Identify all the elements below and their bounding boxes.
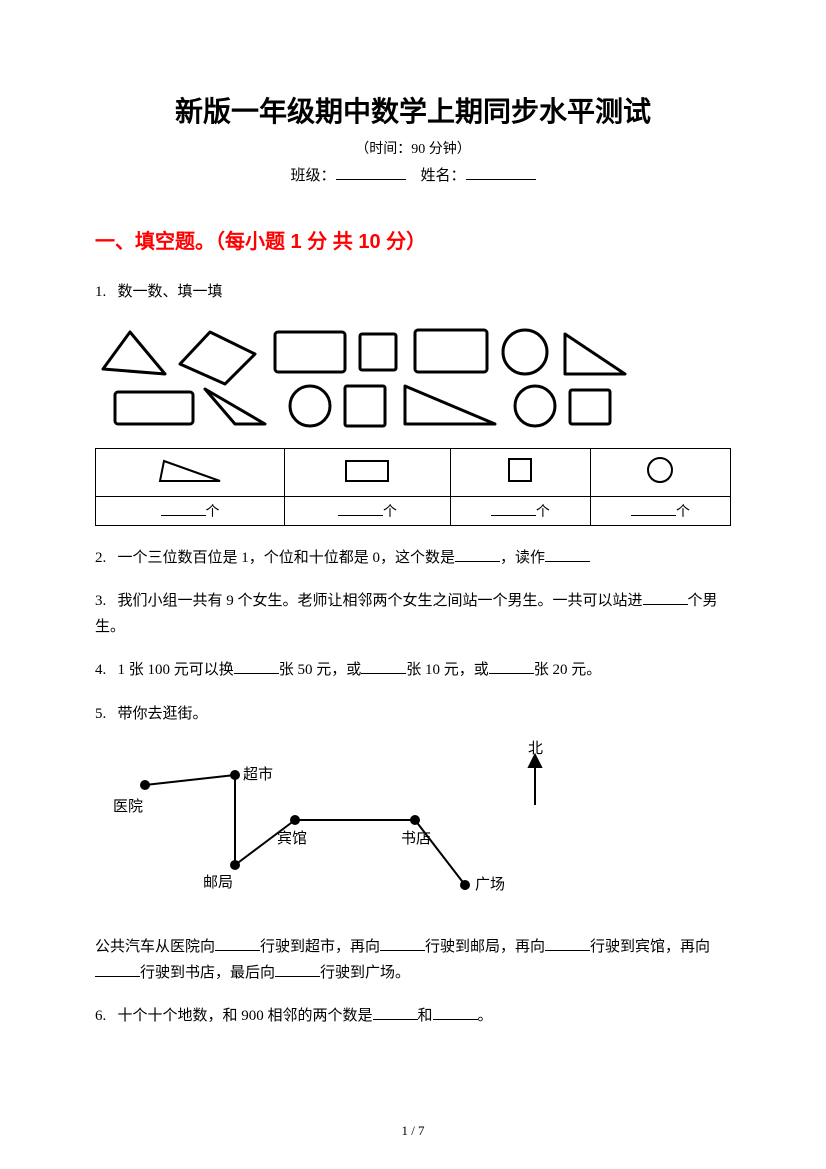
q5-text: 带你去逛街。: [118, 706, 208, 722]
question-2: 2. 一个三位数百位是 1，个位和十位都是 0，这个数是 ，读作: [95, 546, 731, 572]
q5-blank-4[interactable]: [95, 962, 140, 977]
q5-blank-1[interactable]: [215, 936, 260, 951]
count-cell-circle-icon: [590, 448, 730, 496]
q4-blank-3[interactable]: [489, 659, 534, 674]
page-title: 新版一年级期中数学上期同步水平测试: [95, 90, 731, 130]
q5-blank-2[interactable]: [380, 936, 425, 951]
map-label-bookstore: 书店: [401, 827, 431, 848]
q2-number: 2.: [95, 550, 106, 566]
section-1-heading: 一、填空题。（每小题 1 分 共 10 分）: [95, 225, 731, 254]
name-label: 姓名：: [421, 168, 466, 184]
shapes-figure: [95, 324, 731, 434]
q3-blank[interactable]: [643, 590, 688, 605]
q3-number: 3.: [95, 593, 106, 609]
name-blank[interactable]: [466, 165, 536, 180]
class-label: 班级：: [290, 168, 335, 184]
q4-blank-2[interactable]: [361, 659, 406, 674]
q6-blank-2[interactable]: [433, 1005, 478, 1020]
map-label-hotel: 宾馆: [277, 827, 307, 848]
q3-text-a: 我们小组一共有 9 个女生。老师让相邻两个女生之间站一个男生。一共可以站进: [118, 593, 643, 609]
count-table: 个 个 个 个: [95, 448, 731, 526]
q2-text-b: ，读作: [500, 550, 545, 566]
q4-text-a: 1 张 100 元可以换: [118, 662, 234, 678]
map-label-plaza: 广场: [475, 873, 505, 894]
q6-text-c: 。: [478, 1008, 493, 1024]
count-fill-circle[interactable]: 个: [590, 496, 730, 525]
q5-blank-5[interactable]: [275, 962, 320, 977]
q4-number: 4.: [95, 662, 106, 678]
count-fill-square[interactable]: 个: [450, 496, 590, 525]
count-fill-triangle[interactable]: 个: [96, 496, 285, 525]
q6-number: 6.: [95, 1008, 106, 1024]
q6-blank-1[interactable]: [373, 1005, 418, 1020]
q4-text-b: 张 50 元，或: [279, 662, 362, 678]
question-5-paragraph: 公共汽车从医院向 行驶到超市，再向 行驶到邮局，再向 行驶到宾馆，再向行驶到书店，最后…: [95, 935, 731, 986]
question-6: 6. 十个十个地数，和 900 相邻的两个数是 和 。: [95, 1004, 731, 1030]
q5-blank-3[interactable]: [545, 936, 590, 951]
question-5: 5. 带你去逛街。: [95, 702, 731, 728]
q1-number: 1.: [95, 284, 106, 300]
q5-pe: 行驶到书店，最后向: [140, 965, 275, 981]
q1-text: 数一数、填一填: [118, 284, 223, 300]
student-info-line: 班级： 姓名：: [95, 164, 731, 185]
time-label: （时间：90 分钟）: [95, 138, 731, 158]
q6-text-b: 和: [418, 1008, 433, 1024]
page-footer: 1 / 7: [0, 1123, 826, 1139]
q5-number: 5.: [95, 706, 106, 722]
q4-text-d: 张 20 元。: [534, 662, 602, 678]
map-label-post: 邮局: [203, 871, 233, 892]
q2-blank-1[interactable]: [455, 547, 500, 562]
north-label: 北: [528, 737, 543, 758]
q2-blank-2[interactable]: [545, 547, 590, 562]
count-cell-triangle-icon: [96, 448, 285, 496]
class-blank[interactable]: [336, 165, 406, 180]
count-cell-square-icon: [450, 448, 590, 496]
question-3: 3. 我们小组一共有 9 个女生。老师让相邻两个女生之间站一个男生。一共可以站进…: [95, 589, 731, 640]
question-1: 1. 数一数、填一填: [95, 280, 731, 306]
worksheet-page: 新版一年级期中数学上期同步水平测试 （时间：90 分钟） 班级： 姓名： 一、填…: [0, 0, 826, 1169]
q4-blank-1[interactable]: [234, 659, 279, 674]
question-4: 4. 1 张 100 元可以换 张 50 元，或 张 10 元，或 张 20 元。: [95, 658, 731, 684]
q6-text-a: 十个十个地数，和 900 相邻的两个数是: [118, 1008, 373, 1024]
q2-text-a: 一个三位数百位是 1，个位和十位都是 0，这个数是: [118, 550, 456, 566]
q5-pa: 公共汽车从医院向: [95, 939, 215, 955]
map-label-market: 超市: [243, 763, 273, 784]
map-label-hospital: 医院: [113, 795, 143, 816]
map-figure: 医院 超市 邮局 宾馆 书店 广场 北: [105, 745, 585, 925]
count-cell-rectangle-icon: [285, 448, 451, 496]
q5-pc: 行驶到邮局，再向: [425, 939, 545, 955]
q5-pb: 行驶到超市，再向: [260, 939, 380, 955]
q5-pd: 行驶到宾馆，再向: [590, 939, 710, 955]
count-fill-rectangle[interactable]: 个: [285, 496, 451, 525]
q4-text-c: 张 10 元，或: [406, 662, 489, 678]
q5-pf: 行驶到广场。: [320, 965, 410, 981]
